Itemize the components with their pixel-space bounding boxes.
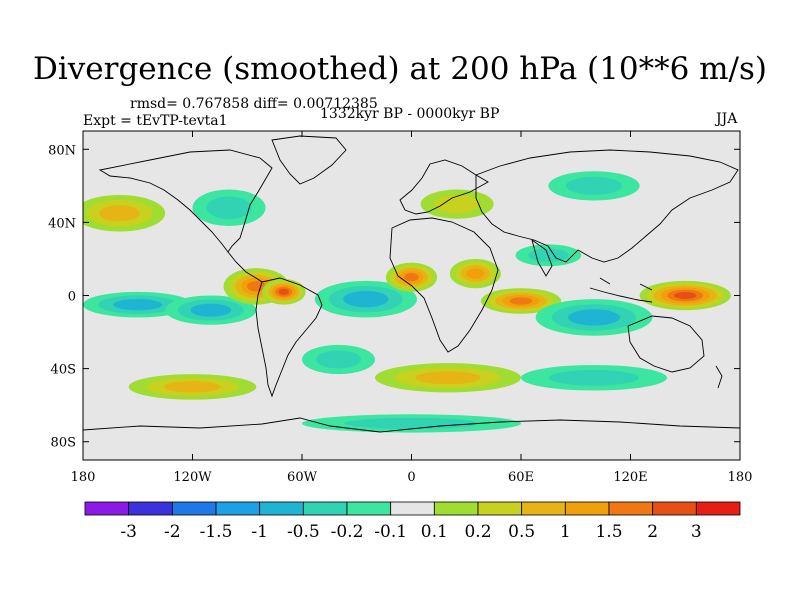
y-tick-label: 80S [51,436,76,451]
divergence-field-layer [83,171,731,433]
coastline-europe [399,159,489,215]
colorbar-swatch [652,501,697,516]
colorbar-label: 1 [560,522,571,542]
colorbar-swatch [477,501,523,516]
field-southern-pos-band-2 [128,374,257,400]
contour-north-pacific-pos-3 [99,205,140,222]
contour-east-pacific-neg-3 [190,303,232,317]
colorbar-swatch [215,501,261,516]
colorbar-label: -0.1 [374,522,407,542]
coastline-antarctica [83,417,740,433]
colorbar-label: 0.2 [464,522,491,542]
colorbar-swatch [171,501,217,516]
colorbar-label: -0.5 [287,522,320,542]
field-pacific-neg-band [83,291,193,318]
season-label: JJA [716,111,738,127]
field-southern-neg-band [521,364,667,391]
field-west-africa-pos [385,262,438,292]
field-south-atlantic-neg [302,344,375,375]
field-east-pacific-neg [165,295,257,325]
colorbar-swatch [84,501,130,516]
x-tick-label: 60W [287,470,318,485]
colorbar-swatch [259,501,304,516]
field-antarctic-coast-neg [302,414,521,433]
field-europe-pos [420,189,494,219]
field-west-pacific-pos [639,280,731,311]
x-tick-label: 0 [407,470,415,485]
colorbar-label: -1.5 [200,522,233,542]
coastline-layer [83,135,740,433]
contour-southern-neg-band-2 [549,369,639,386]
colorbar-swatch [302,501,348,516]
contour-southern-pos-band-2-3 [164,381,221,393]
coastline-india [531,238,553,277]
contour-south-atlantic-neg-2 [316,350,361,369]
contour-siberia-neg-2 [565,176,623,195]
colorbar-swatch [564,501,610,516]
colorbar-swatch [346,501,392,516]
contour-north-america-neg-2 [206,196,252,220]
y-tick-label: 40S [51,363,76,378]
colorbar-swatch [695,501,741,516]
contour-maritime-neg-ring-3 [568,309,620,326]
colorbar-label: -2 [164,522,181,542]
stats-line: rmsd= 0.767858 diff= 0.00712385 [130,96,378,112]
colorbar-label: -1 [251,522,268,542]
coastline-asia [475,149,739,263]
field-southern-pos-band-1 [375,363,521,393]
field-siberia-neg [548,171,640,201]
contour-east-africa-pos-4 [466,268,485,279]
experiment-line: Expt = tEvTP-tevta1 [83,113,228,129]
y-tick-label: 80N [48,143,76,158]
contour-atlantic-neg-ring-3 [343,291,389,308]
field-north-america-neg [192,189,266,227]
contour-west-africa-pos-5 [404,273,419,282]
coastline-north-america [98,149,273,253]
contour-amazon-pos-6 [278,288,290,295]
x-tick-label: 180 [728,470,753,485]
contour-west-pacific-pos-6 [674,291,697,300]
colorbar-label: 0.5 [508,522,535,542]
coastline-australia [627,315,705,373]
contour-antarctic-coast-neg-2 [344,417,479,430]
y-tick-label: 0 [68,290,76,305]
field-atlantic-neg-ring [314,280,417,318]
field-north-pacific-pos [83,194,166,232]
colorbar: -3 -2 -1.5 -1 -0.5 -0.2 -0.1 0.1 0.2 0.5 1 1.5 2 3 [84,501,741,542]
field-amazon-pos [261,279,306,305]
contour-indian-ocean-pos-5 [509,297,533,305]
coastline-south-america [255,277,323,398]
x-tick-label: 120E [613,470,647,485]
colorbar-label: -0.2 [331,522,364,542]
coastline-africa [389,217,499,353]
x-tick-label: 60E [508,470,534,485]
colorbar-label: 1.5 [595,522,622,542]
x-tick-label: 180 [71,470,96,485]
contour-southern-pos-band-1-3 [415,371,481,385]
axis-ticks: 180 120W 60W 0 60E 120E 180 80N 40N 0 40S 80S [48,131,752,485]
coastline-greenland [271,135,347,185]
x-tick-label: 120W [173,470,212,485]
colorbar-swatch [128,501,173,516]
contour-pacific-neg-band-3 [113,298,163,311]
field-east-africa-pos [449,258,501,289]
y-tick-label: 40N [48,216,76,231]
colorbar-swatch [390,501,435,516]
colorbar-swatch [608,501,654,516]
contour-europe-pos-2 [434,195,480,214]
colorbar-swatch [433,501,479,516]
map-title: Divergence (smoothed) at 200 hPa (10**6 … [33,51,767,87]
field-maritime-neg-ring [535,299,653,336]
coastline-central-america [227,251,263,283]
colorbar-label: 0.1 [421,522,448,542]
colorbar-label: -3 [120,522,137,542]
coastline-indonesia [589,277,653,303]
colorbar-label: 2 [647,522,658,542]
period-line: 1332kyr BP - 0000kyr BP [320,106,500,122]
colorbar-label: 3 [691,522,702,542]
colorbar-swatch [521,501,566,516]
coastline-new-zealand [715,365,723,389]
field-indian-ocean-pos [480,288,562,314]
